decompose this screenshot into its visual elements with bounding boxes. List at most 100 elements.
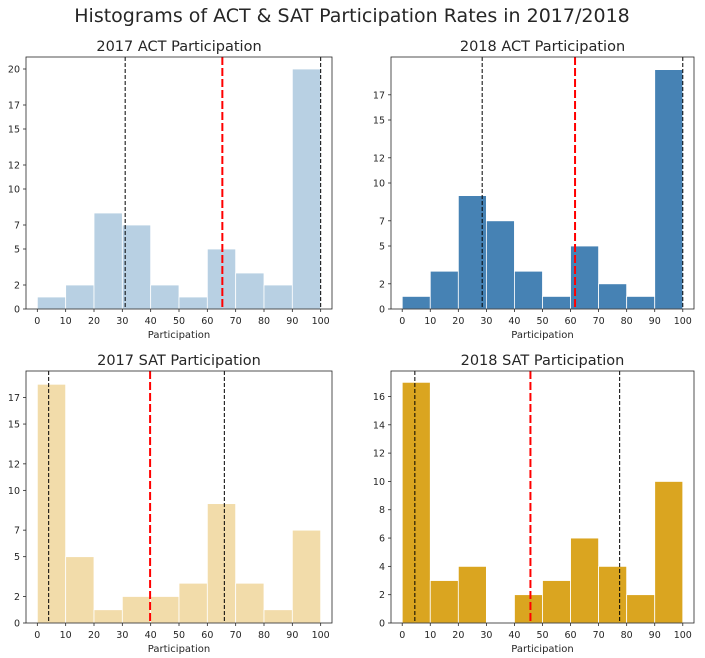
histogram-bar bbox=[401, 295, 431, 310]
x-tick-label: 90 bbox=[649, 630, 661, 641]
x-tick-label: 60 bbox=[565, 316, 577, 327]
y-tick-label: 15 bbox=[8, 420, 20, 431]
histogram-bar bbox=[263, 609, 293, 624]
x-tick-label: 20 bbox=[88, 630, 100, 641]
histogram-bar bbox=[121, 596, 152, 624]
y-tick-label: 10 bbox=[8, 486, 20, 497]
x-tick-label: 100 bbox=[674, 316, 692, 327]
axes-frame bbox=[25, 56, 333, 310]
y-tick-label: 12 bbox=[8, 459, 20, 470]
y-tick-label: 20 bbox=[8, 65, 20, 76]
x-tick-label: 20 bbox=[452, 630, 464, 641]
y-tick-label: 10 bbox=[373, 477, 385, 488]
panel-title: 2017 SAT Participation bbox=[97, 353, 261, 369]
panel-title: 2018 SAT Participation bbox=[461, 353, 625, 369]
y-tick-label: 16 bbox=[373, 392, 385, 403]
histogram-bar bbox=[429, 580, 459, 624]
x-tick-label: 70 bbox=[230, 316, 242, 327]
histogram-bar bbox=[626, 594, 656, 624]
x-tick-label: 90 bbox=[286, 630, 298, 641]
histogram-bar bbox=[263, 284, 293, 310]
histogram-bar bbox=[401, 381, 431, 624]
y-tick-label: 7 bbox=[379, 216, 385, 227]
x-tick-label: 10 bbox=[424, 630, 436, 641]
histogram-bar bbox=[570, 537, 600, 624]
histogram-bar bbox=[514, 270, 543, 310]
histogram-bar bbox=[598, 283, 628, 310]
x-tick-label: 40 bbox=[145, 316, 157, 327]
histogram-bar bbox=[291, 529, 322, 624]
y-tick-label: 0 bbox=[379, 305, 385, 316]
x-tick-label: 80 bbox=[258, 630, 270, 641]
x-tick-label: 30 bbox=[480, 630, 492, 641]
x-axis-label: Participation bbox=[148, 330, 210, 341]
histogram-bar bbox=[654, 481, 684, 624]
histogram-bar bbox=[178, 296, 208, 310]
x-tick-label: 40 bbox=[508, 630, 520, 641]
figure-title: Histograms of ACT & SAT Participation Ra… bbox=[74, 5, 630, 27]
y-tick-label: 7 bbox=[14, 221, 20, 232]
x-tick-label: 30 bbox=[480, 316, 492, 327]
x-tick-label: 80 bbox=[621, 316, 633, 327]
x-tick-label: 100 bbox=[312, 316, 330, 327]
x-tick-label: 0 bbox=[399, 630, 405, 641]
y-tick-label: 15 bbox=[373, 116, 385, 127]
histogram-bar bbox=[36, 383, 67, 624]
y-tick-label: 2 bbox=[14, 281, 20, 292]
x-axis-label: Participation bbox=[511, 644, 573, 655]
x-tick-label: 10 bbox=[60, 630, 72, 641]
histogram-bar bbox=[93, 609, 123, 624]
x-tick-label: 30 bbox=[116, 316, 128, 327]
histogram-bar bbox=[178, 582, 208, 624]
chart-panel-3: 0 10 20 30 40 50 60 70 80 90 100 0 2 5 7 10 12 15 17 2017 S… bbox=[8, 353, 333, 655]
y-tick-label: 10 bbox=[373, 179, 385, 190]
x-tick-label: 90 bbox=[649, 316, 661, 327]
chart-panel-1: 0 10 20 30 40 50 60 70 80 90 100 0 2 5 7 10 12 15 17 20 2017… bbox=[8, 39, 333, 341]
histogram-bar bbox=[654, 69, 684, 310]
x-tick-label: 50 bbox=[173, 630, 185, 641]
x-tick-label: 40 bbox=[508, 316, 520, 327]
histogram-bar bbox=[206, 503, 237, 624]
x-tick-label: 50 bbox=[536, 316, 548, 327]
y-tick-label: 5 bbox=[379, 242, 385, 253]
x-tick-label: 100 bbox=[674, 630, 692, 641]
y-tick-label: 7 bbox=[14, 526, 20, 537]
y-tick-label: 17 bbox=[8, 393, 20, 404]
histogram-bar bbox=[457, 565, 487, 624]
x-tick-label: 70 bbox=[593, 630, 605, 641]
y-tick-label: 2 bbox=[14, 592, 20, 603]
y-tick-label: 14 bbox=[373, 420, 385, 431]
y-tick-label: 17 bbox=[8, 101, 20, 112]
histogram-bar bbox=[235, 272, 265, 310]
y-tick-label: 4 bbox=[379, 562, 385, 573]
histogram-bar bbox=[65, 556, 95, 624]
x-tick-label: 90 bbox=[286, 316, 298, 327]
x-tick-label: 50 bbox=[536, 630, 548, 641]
histogram-bar bbox=[65, 284, 95, 310]
x-tick-label: 60 bbox=[565, 630, 577, 641]
y-tick-label: 12 bbox=[373, 153, 385, 164]
x-tick-label: 20 bbox=[88, 316, 100, 327]
x-tick-label: 50 bbox=[173, 316, 185, 327]
histogram-bar bbox=[291, 68, 322, 310]
histogram-bar bbox=[626, 295, 656, 310]
y-tick-label: 15 bbox=[8, 125, 20, 136]
y-tick-label: 10 bbox=[8, 185, 20, 196]
x-axis-label: Participation bbox=[148, 644, 210, 655]
x-tick-label: 80 bbox=[258, 316, 270, 327]
histogram-bar bbox=[235, 582, 265, 624]
panel-title: 2018 ACT Participation bbox=[460, 39, 625, 55]
chart-panel-4: 0 10 20 30 40 50 60 70 80 90 100 0 2 4 6 8 10 12 14 16 2018 … bbox=[373, 353, 695, 655]
histogram-bar bbox=[514, 594, 543, 624]
y-tick-label: 5 bbox=[14, 552, 20, 563]
y-tick-label: 12 bbox=[373, 449, 385, 460]
x-tick-label: 20 bbox=[452, 316, 464, 327]
x-tick-label: 10 bbox=[424, 316, 436, 327]
histogram-bar bbox=[150, 596, 180, 624]
x-tick-label: 70 bbox=[230, 630, 242, 641]
x-tick-label: 60 bbox=[201, 630, 213, 641]
chart-panel-2: 0 10 20 30 40 50 60 70 80 90 100 0 2 5 7 10 12 15 17 2018 A… bbox=[373, 39, 695, 341]
histogram-bar bbox=[121, 224, 152, 310]
y-tick-label: 2 bbox=[379, 279, 385, 290]
